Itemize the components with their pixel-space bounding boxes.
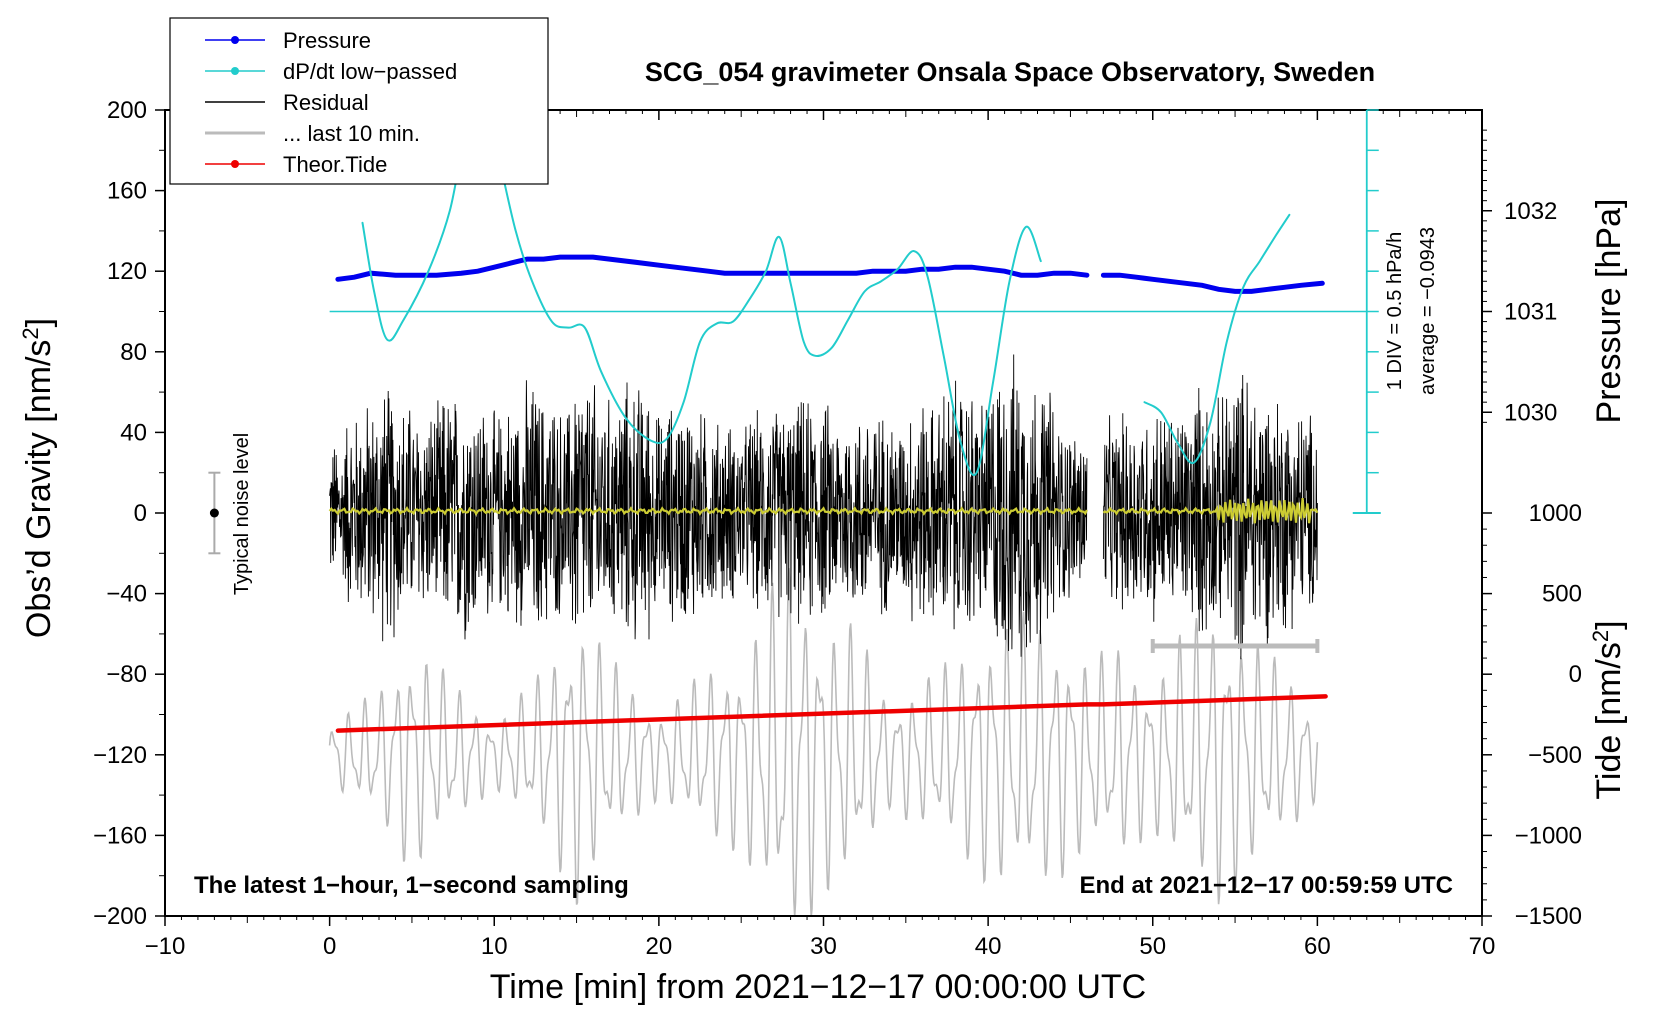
last-10-min-trace — [328, 567, 1319, 917]
time-tick-label: 0 — [323, 933, 336, 960]
pressure-axis: 1032 1031 1030 — [1482, 129, 1557, 426]
dpdt-scale-label: 1 DIV = 0.5 hPa/h — [1384, 232, 1406, 390]
tide-axis: 1000 500 0 −500 −1000 −1500 — [1482, 500, 1582, 930]
time-tick-label: 70 — [1469, 933, 1496, 960]
gravity-axis: 200 160 120 80 40 0 −40 −80 −120 −160 −200 — [93, 97, 165, 930]
tide-tick-label: −1500 — [1515, 903, 1582, 930]
legend: Pressure dP/dt low−passed Residual ... last… — [169, 17, 549, 185]
tide-tick-label: 0 — [1569, 661, 1582, 688]
legend-label-3: Residual — [283, 90, 369, 115]
x-axis-title: Time [min] from 2021−12−17 00:00:00 UTC — [490, 968, 1146, 1006]
legend-marker-2 — [231, 67, 239, 75]
tide-tick-label: −1000 — [1515, 822, 1582, 849]
y-axis-title-pressure: Pressure [hPa] — [1590, 199, 1628, 424]
gravity-tick-label: 120 — [107, 258, 147, 285]
dpdt-scale-bar — [1352, 109, 1381, 514]
pressure-tick-label: 1032 — [1504, 198, 1557, 225]
time-tick-label: 40 — [975, 933, 1002, 960]
tide-tick-label: −500 — [1528, 742, 1582, 769]
time-tick-label: 10 — [481, 933, 508, 960]
legend-marker-1 — [231, 36, 239, 44]
time-tick-label: 20 — [646, 933, 673, 960]
residual-trace-1 — [329, 354, 1088, 657]
tide-tick-label: 1000 — [1529, 500, 1582, 527]
time-axis: −10 0 10 20 30 40 50 60 70 — [145, 110, 1496, 960]
legend-label-1: Pressure — [283, 28, 371, 53]
last-10-min-bar — [1150, 638, 1320, 653]
gravity-tick-label: −160 — [93, 822, 147, 849]
series-line-5 — [335, 694, 1328, 733]
gravity-tick-label: −80 — [106, 661, 147, 688]
noise-label: Typical noise level — [231, 433, 253, 595]
y-axis-title-gravity: Obs’d Gravity [nm/s2] — [18, 318, 58, 638]
tide-tick-label: 500 — [1542, 581, 1582, 608]
legend-label-4: ... last 10 min. — [283, 121, 420, 146]
time-tick-label: 50 — [1139, 933, 1166, 960]
gravity-tick-label: 80 — [120, 339, 147, 366]
noise-bar-center — [209, 508, 219, 518]
note-left: The latest 1−hour, 1−second sampling — [194, 872, 629, 899]
note-right: End at 2021−12−17 00:59:59 UTC — [1079, 872, 1453, 899]
pressure-tick-label: 1030 — [1504, 399, 1557, 426]
legend-box — [169, 17, 549, 185]
time-tick-label: 30 — [810, 933, 837, 960]
time-tick-label: −10 — [145, 933, 186, 960]
residual-mean-line — [328, 498, 1319, 524]
gravity-tick-label: 200 — [107, 97, 147, 124]
legend-label-2: dP/dt low−passed — [283, 59, 457, 84]
gravity-tick-label: −40 — [106, 581, 147, 608]
gravity-tick-label: 40 — [120, 419, 147, 446]
time-tick-label: 60 — [1304, 933, 1331, 960]
chart-title: SCG_054 gravimeter Onsala Space Observat… — [645, 57, 1375, 87]
legend-label-5: Theor.Tide — [283, 152, 387, 177]
gravity-tick-label: 160 — [107, 178, 147, 205]
noise-level-indicator — [208, 471, 221, 555]
series-line-2 — [1100, 272, 1325, 294]
traces — [328, 98, 1367, 917]
legend-marker-5 — [231, 160, 239, 168]
gravity-tick-label: −200 — [93, 903, 147, 930]
gravity-tick-label: −120 — [93, 742, 147, 769]
pressure-tick-label: 1031 — [1504, 299, 1557, 326]
series-line-1 — [335, 254, 1090, 282]
series-line-4 — [1143, 213, 1291, 465]
y-axis-title-tide: Tide [nm/s2] — [1588, 620, 1628, 799]
dpdt-average-label: average = −0.0943 — [1417, 227, 1439, 395]
gravity-tick-label: 0 — [134, 500, 147, 527]
